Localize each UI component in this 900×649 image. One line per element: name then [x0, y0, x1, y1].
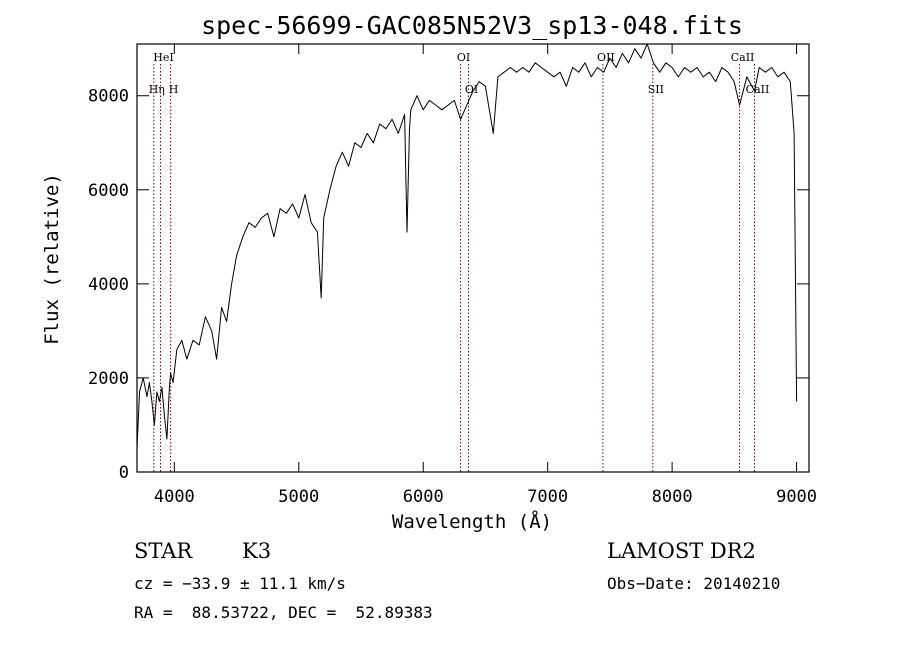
line-marker-label: H: [169, 83, 179, 96]
survey-name: LAMOST DR2: [607, 539, 756, 563]
x-axis-label: Wavelength (Å): [392, 510, 552, 533]
obs-date: Obs−Date: 20140210: [607, 574, 781, 593]
line-marker-label: SII: [648, 83, 664, 96]
line-marker-label: CaII: [746, 83, 770, 96]
line-marker-label: OII: [597, 51, 615, 64]
coordinates: RA = 88.53722, DEC = 52.89383: [134, 603, 433, 622]
plot-frame: [136, 43, 810, 473]
object-class: STAR: [134, 539, 193, 563]
line-marker-label: CaII: [731, 51, 755, 64]
line-marker-label: Hη: [149, 83, 165, 96]
chart-title: spec-56699-GAC085N52V3_sp13-048.fits: [201, 11, 743, 40]
x-tick-label: 7000: [527, 487, 568, 507]
y-tick-label: 0: [119, 463, 129, 483]
x-tick-label: 5000: [278, 487, 319, 507]
x-tick-label: 4000: [154, 487, 195, 507]
line-marker-label: OI: [465, 83, 478, 96]
y-axis-label: Flux (relative): [41, 173, 63, 345]
spectrum-line: [136, 43, 798, 449]
x-tick-label: 9000: [776, 487, 817, 507]
y-tick-label: 4000: [88, 275, 129, 295]
object-subclass: K3: [242, 539, 272, 563]
redshift-text: cz = −33.9 ± 11.1 km/s: [134, 574, 346, 593]
x-tick-label: 6000: [403, 487, 444, 507]
y-tick-label: 8000: [88, 87, 129, 107]
line-marker-label: OI: [457, 51, 470, 64]
y-tick-label: 6000: [88, 181, 129, 201]
line-marker-label: HeI: [153, 51, 173, 64]
x-tick-label: 8000: [652, 487, 693, 507]
y-tick-label: 2000: [88, 369, 129, 389]
